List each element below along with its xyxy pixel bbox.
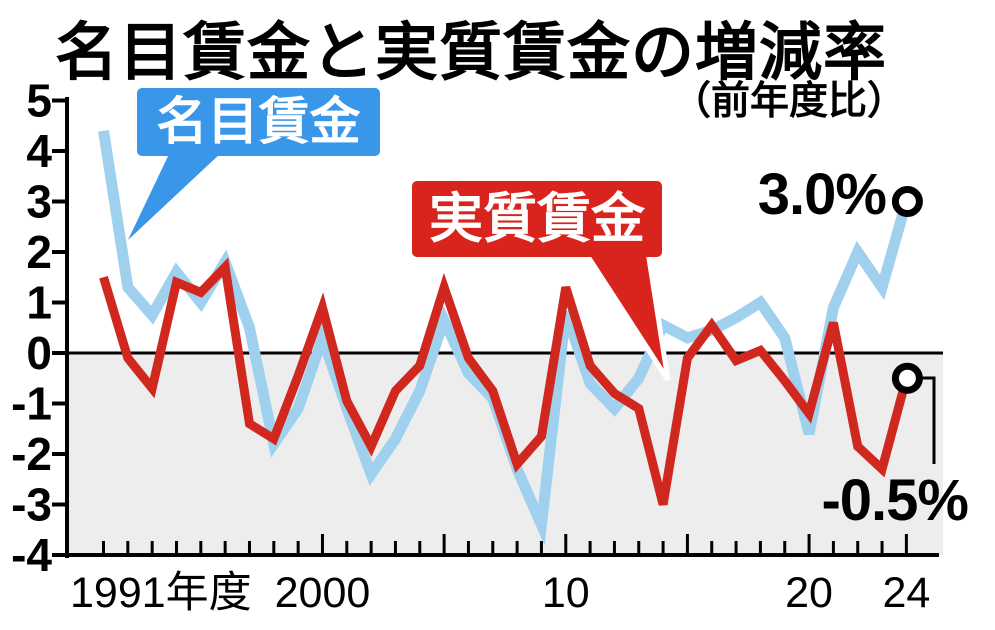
x-axis-tick (588, 541, 592, 555)
x-axis-tick (247, 541, 251, 555)
y-axis-tick-label: -1 (11, 378, 52, 430)
x-axis-tick (904, 534, 908, 555)
legend-nominal-wage: 名目賃金 (137, 88, 380, 156)
chart-subtitle: （前年度比） (672, 80, 907, 123)
y-axis-tick-label: -4 (11, 529, 52, 581)
x-axis-tick (831, 541, 835, 555)
x-axis-tick (758, 541, 762, 555)
legend-real-wage: 実質賃金 (412, 181, 662, 257)
x-axis-tick (150, 541, 154, 555)
nominal-legend-tail (128, 152, 222, 240)
x-axis-tick (710, 541, 714, 555)
y-axis-tick-label: -3 (11, 479, 52, 531)
y-axis-tick (52, 199, 68, 204)
x-axis-tick (734, 541, 738, 555)
y-axis-tick-label: 5 (26, 75, 52, 127)
x-axis-tick (296, 541, 300, 555)
x-axis-tick (685, 534, 689, 555)
real-wage-line (99, 257, 911, 506)
x-axis-tick (564, 534, 568, 555)
x-axis-tick (612, 541, 616, 555)
x-axis-tick (174, 541, 178, 555)
x-axis-tick (199, 541, 203, 555)
x-axis-tick (856, 541, 860, 555)
y-axis-tick (52, 300, 68, 305)
real-label-leader-line (919, 376, 936, 464)
x-axis (65, 553, 939, 557)
x-axis-tick (418, 541, 422, 555)
x-axis-tick (783, 541, 787, 555)
y-axis-tick-label: -2 (11, 428, 52, 480)
x-axis-tick (442, 534, 446, 555)
x-axis-tick (369, 541, 373, 555)
x-axis-tick (466, 541, 470, 555)
y-axis-tick (52, 351, 68, 355)
y-axis-tick (52, 553, 68, 557)
y-axis-tick-label: 3 (26, 176, 52, 228)
x-axis-tick-label: 20 (785, 569, 833, 617)
nominal-end-value-label: 3.0% (757, 162, 887, 227)
x-axis-tick (807, 534, 811, 555)
y-axis-tick-label: 1 (26, 277, 52, 329)
y-axis-tick-label: 0 (26, 327, 52, 379)
chart-title: 名目賃金と実質賃金の増減率 (55, 18, 887, 88)
real-end-value-label: -0.5% (821, 468, 969, 533)
x-axis-tick (637, 541, 641, 555)
zero-line (68, 351, 943, 355)
x-axis-tick-label: 1991年度 (70, 569, 252, 617)
x-axis-tick (272, 541, 276, 555)
x-axis-tick (661, 541, 665, 555)
y-axis-tick-label: 4 (26, 125, 52, 177)
y-axis-tick-label: 2 (26, 226, 52, 278)
x-axis-tick (880, 541, 884, 555)
x-axis-tick (102, 541, 105, 555)
y-axis-tick (52, 250, 68, 254)
y-axis-tick (52, 98, 68, 103)
y-axis-tick (52, 452, 68, 456)
y-axis-tick (52, 502, 68, 507)
x-axis-tick-label: 24 (882, 569, 930, 617)
nominal-end-marker (891, 186, 923, 217)
x-axis-tick (223, 541, 227, 555)
x-axis-tick (491, 541, 495, 555)
real-end-marker (891, 362, 923, 394)
x-axis-tick (393, 541, 397, 555)
y-axis (65, 97, 69, 558)
x-axis-tick (515, 541, 519, 555)
y-axis-tick (52, 149, 68, 153)
x-axis-tick (320, 534, 324, 555)
x-axis-tick (126, 541, 130, 555)
x-axis-tick (345, 541, 349, 555)
x-axis-tick-label: 10 (542, 569, 590, 617)
x-axis-tick (539, 541, 543, 555)
x-axis-tick-label: 2000 (275, 569, 371, 617)
y-axis-tick (52, 401, 68, 406)
